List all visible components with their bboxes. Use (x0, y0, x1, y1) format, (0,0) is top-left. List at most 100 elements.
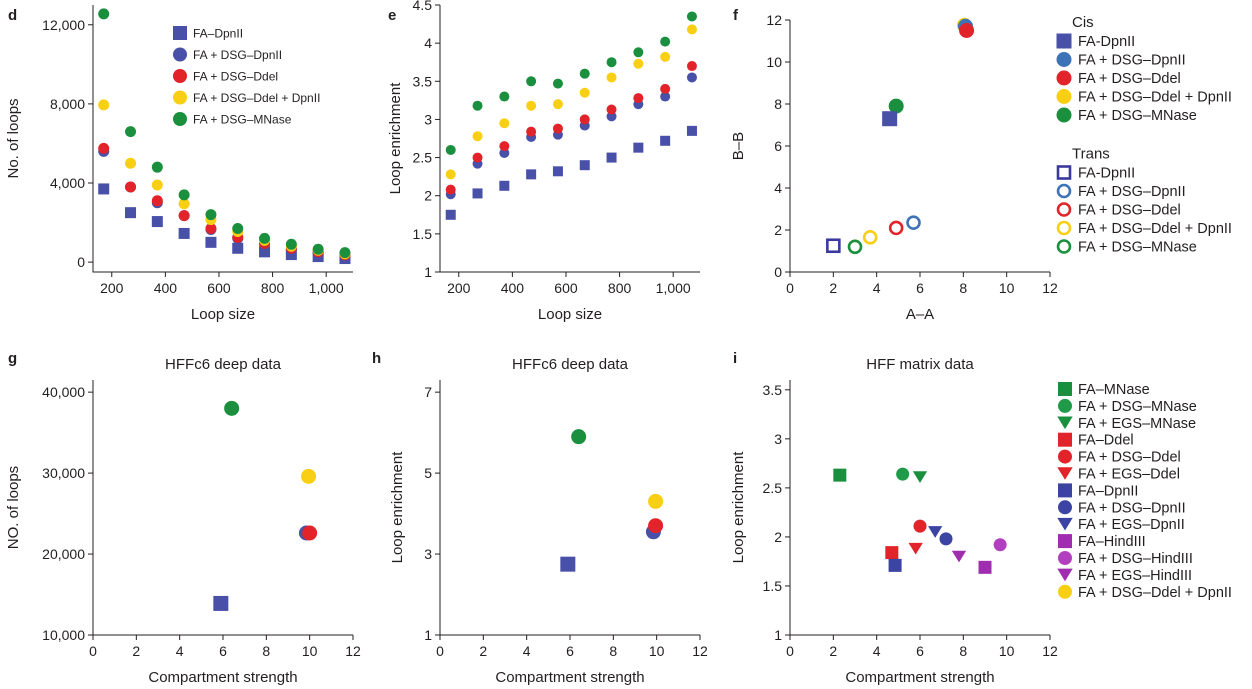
data-point (552, 166, 563, 177)
data-point (579, 160, 590, 171)
legend-label: FA + DSG–HindIII (1078, 551, 1193, 567)
data-point (205, 236, 217, 248)
panel-f: f 0 2 4 6 8 10 12 0 2 4 6 8 10 12 A–A B–B Cis FA-DpnII FA +… (730, 7, 1232, 323)
data-point (445, 144, 456, 155)
legend-marker (1058, 584, 1072, 599)
y-tick-label: 2 (774, 222, 782, 238)
legend-label: FA + DSG–MNase (193, 113, 292, 127)
data-point (445, 184, 456, 195)
data-point (606, 152, 617, 163)
y-tick-label: 3.5 (763, 382, 783, 398)
legend-marker (1058, 382, 1072, 396)
legend-label: FA + DSG–MNase (1078, 240, 1197, 256)
x-tick-label: 800 (261, 280, 285, 296)
x-tick-label: 4 (873, 643, 881, 659)
x-tick-label: 600 (207, 280, 231, 296)
y-tick-label: 1 (424, 627, 432, 643)
legend-label: FA–DpnII (193, 27, 243, 41)
legend-label: FA-DpnII (1078, 34, 1135, 50)
legend-marker (173, 26, 187, 40)
data-point (906, 215, 921, 230)
legend-marker (1056, 202, 1072, 217)
y-tick-label: 12 (766, 12, 782, 28)
chart-title: HFFc6 deep data (512, 356, 629, 373)
y-tick-label: 2.5 (413, 150, 433, 166)
data-point (648, 518, 664, 534)
y-axis-label: NO. of loops (5, 466, 22, 549)
x-axis-label: A–A (906, 306, 934, 323)
legend-label: FA-DpnII (1078, 166, 1135, 182)
data-point (606, 104, 617, 115)
data-point (633, 47, 644, 58)
legend-marker (173, 47, 187, 62)
x-tick-label: 12 (345, 643, 361, 659)
data-point (686, 61, 697, 72)
legend-marker (1056, 239, 1072, 254)
data-point (151, 216, 163, 228)
x-tick-label: 10 (302, 643, 318, 659)
data-point (660, 51, 671, 62)
legend-label: FA–Ddel (1078, 433, 1134, 449)
x-tick-label: 0 (436, 643, 444, 659)
panel-letter: g (8, 350, 17, 367)
data-point (472, 100, 483, 111)
legend-label: FA + EGS–MNase (1078, 416, 1196, 432)
legend-label: FA + EGS–DpnII (1078, 517, 1185, 533)
x-tick-label: 200 (447, 280, 471, 296)
data-point (686, 72, 697, 83)
data-point (301, 468, 317, 484)
legend-marker (173, 112, 187, 126)
data-point (213, 595, 229, 611)
data-point (445, 209, 456, 220)
legend-label: FA + DSG–DpnII (193, 48, 282, 62)
x-tick-label: 8 (262, 643, 270, 659)
x-tick-label: 2 (829, 280, 837, 296)
data-point (98, 8, 110, 20)
data-point (205, 209, 217, 221)
y-tick-label: 3 (424, 546, 432, 562)
data-point (339, 247, 351, 259)
y-tick-label: 30,000 (42, 465, 85, 481)
data-point (232, 222, 244, 234)
data-point (959, 23, 975, 38)
y-axis-label: Loop enrichment (389, 451, 406, 564)
y-tick-label: 0 (77, 254, 85, 270)
data-point (862, 230, 878, 245)
panel-letter: d (8, 7, 17, 24)
data-point (579, 114, 590, 125)
data-point (232, 242, 244, 254)
legend-label: FA + EGS–Ddel (1078, 467, 1180, 483)
data-point (826, 238, 841, 254)
axis-frame (439, 380, 700, 636)
x-tick-label: 2 (479, 643, 487, 659)
y-tick-label: 4.5 (413, 0, 433, 13)
legend-marker (1056, 220, 1072, 236)
data-point (633, 142, 644, 153)
x-tick-label: 10 (999, 280, 1015, 296)
data-point (885, 546, 899, 560)
y-tick-label: 1.5 (413, 226, 433, 242)
data-point (888, 220, 904, 236)
data-point (579, 87, 590, 98)
y-tick-label: 8,000 (50, 96, 85, 112)
x-tick-label: 200 (100, 280, 124, 296)
legend-marker (1057, 416, 1073, 430)
legend-label: FA + DSG–Ddel (193, 70, 278, 84)
data-point (178, 198, 190, 210)
x-tick-label: 10 (649, 643, 665, 659)
data-point (579, 68, 590, 79)
panel-letter: h (372, 350, 381, 367)
x-tick-label: 0 (89, 643, 97, 659)
data-point (571, 429, 587, 445)
data-point (888, 558, 902, 572)
legend-label: FA–DpnII (1078, 483, 1138, 499)
x-axis-label: Loop size (191, 306, 255, 323)
data-point (98, 99, 110, 111)
panel-e: e 200 400 600 800 1,000 1 1.5 2 2.5 3 3.5 4 4.5 Loop s… (387, 0, 700, 323)
x-tick-label: 600 (554, 280, 578, 296)
y-tick-label: 1 (424, 264, 432, 280)
legend-label: FA–MNase (1078, 382, 1150, 398)
x-tick-label: 8 (959, 643, 967, 659)
data-point (648, 493, 664, 509)
legend-marker (1058, 534, 1072, 549)
